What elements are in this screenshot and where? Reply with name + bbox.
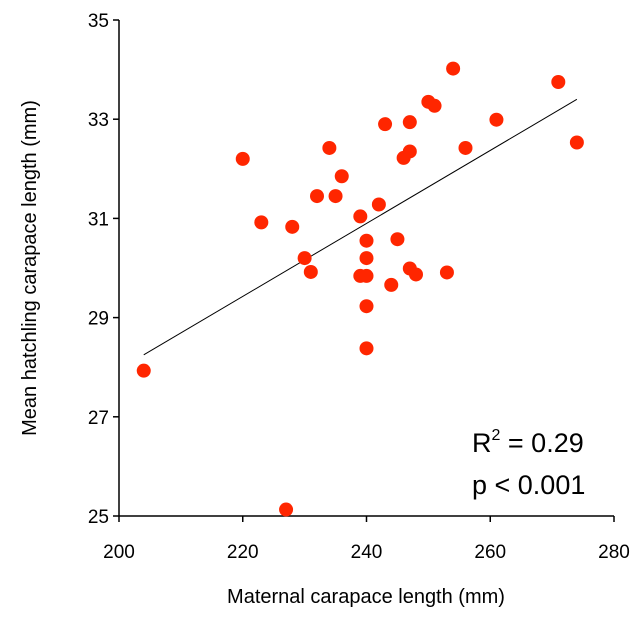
data-point: [297, 251, 312, 266]
y-tick-label: 35: [88, 11, 109, 32]
data-point: [322, 140, 337, 155]
x-tick-label: 220: [227, 542, 259, 563]
data-point: [384, 277, 399, 292]
data-point: [303, 264, 318, 279]
data-point: [551, 75, 566, 89]
data-point: [254, 215, 269, 230]
data-point: [569, 135, 584, 150]
data-point: [334, 169, 349, 184]
data-point: [390, 232, 405, 247]
data-point: [285, 219, 300, 234]
data-point: [439, 265, 454, 280]
r-squared-superscript: 2: [492, 427, 501, 444]
y-tick-label: 33: [88, 110, 109, 131]
data-point: [427, 98, 442, 113]
data-points: [136, 61, 584, 517]
x-tick-label: 200: [103, 542, 135, 563]
trendline-group: [143, 98, 578, 356]
data-point: [279, 502, 294, 517]
y-tick-label: 27: [88, 408, 109, 429]
data-point: [353, 209, 368, 224]
y-tick-label: 25: [88, 507, 109, 528]
x-tick-label: 260: [474, 542, 506, 563]
data-point: [235, 151, 250, 166]
r-squared-value: = 0.29: [500, 428, 583, 458]
y-tick-label: 29: [88, 309, 109, 330]
data-point: [359, 268, 374, 283]
trend-line: [143, 98, 578, 356]
data-point: [359, 341, 374, 356]
ticks: 200 220 240 260 280 25 27 29 31 33 35: [88, 11, 630, 563]
data-point: [328, 189, 343, 204]
r-squared-label: R: [472, 428, 492, 458]
data-point: [409, 267, 423, 282]
data-point: [402, 115, 417, 130]
data-point: [371, 197, 386, 212]
data-point: [378, 117, 393, 132]
x-axis-title: Maternal carapace length (mm): [227, 586, 505, 608]
data-point: [310, 189, 324, 204]
x-tick-label: 240: [351, 542, 383, 563]
x-tick-label: 280: [598, 542, 630, 563]
data-point: [458, 140, 473, 155]
y-axis-title: Mean hatchling carapace length (mm): [19, 100, 41, 436]
data-point: [359, 233, 374, 248]
y-tick-label: 31: [88, 209, 109, 230]
data-point: [136, 363, 151, 378]
data-point: [402, 144, 417, 159]
data-point: [489, 112, 504, 127]
data-point: [446, 61, 461, 76]
r-squared-annotation: R2 = 0.29: [472, 427, 584, 458]
data-point: [359, 299, 374, 314]
p-value-annotation: p < 0.001: [472, 470, 585, 500]
data-point: [359, 251, 374, 266]
